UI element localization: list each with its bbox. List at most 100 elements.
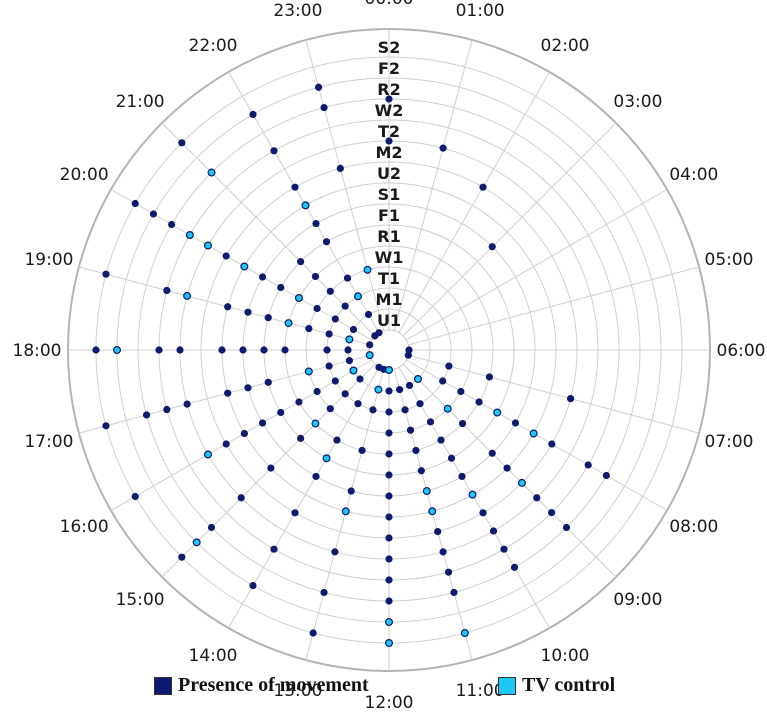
presence-point <box>331 548 339 556</box>
hour-label: 12:00 <box>365 693 414 713</box>
presence-point <box>385 95 393 103</box>
ring-label: F1 <box>378 206 400 225</box>
presence-point <box>485 373 494 381</box>
presence-point <box>385 555 393 563</box>
presence-point <box>354 400 362 408</box>
presence-point <box>479 183 487 191</box>
hour-label: 10:00 <box>541 646 590 666</box>
presence-point <box>344 346 352 354</box>
presence-point <box>260 346 268 354</box>
hour-label: 02:00 <box>541 36 590 56</box>
presence-point <box>237 494 245 502</box>
presence-point <box>385 137 393 145</box>
presence-point <box>222 440 230 448</box>
hour-label: 19:00 <box>24 250 73 270</box>
presence-point <box>240 429 248 438</box>
tv-control-point <box>443 404 452 413</box>
data-points <box>92 83 610 647</box>
presence-point <box>566 395 575 403</box>
presence-point <box>488 243 496 251</box>
presence-point <box>291 183 299 191</box>
tv-control-point <box>240 262 249 271</box>
presence-point <box>331 315 339 323</box>
presence-point <box>356 375 364 383</box>
tv-control-point <box>363 265 372 274</box>
tv-control-point <box>183 291 192 300</box>
hour-label: 07:00 <box>705 432 754 452</box>
presence-point <box>385 576 393 584</box>
ring-label: U1 <box>377 311 401 330</box>
presence-point <box>416 400 424 408</box>
ring-label: T1 <box>378 269 400 288</box>
presence-point <box>142 411 151 419</box>
presence-point <box>412 446 420 455</box>
legend-item-tv-control: TV control <box>498 674 615 697</box>
presence-point <box>341 302 349 310</box>
presence-point <box>385 429 393 437</box>
hour-label: 20:00 <box>60 165 109 185</box>
presence-point <box>270 147 278 155</box>
tv-control-point <box>192 538 201 547</box>
presence-point <box>503 464 511 472</box>
presence-point <box>345 357 353 365</box>
presence-point <box>349 325 358 334</box>
presence-point <box>437 436 445 444</box>
presence-point <box>457 387 465 396</box>
presence-point <box>347 487 355 495</box>
presence-point <box>176 346 184 354</box>
presence-point <box>404 351 412 359</box>
presence-point <box>385 492 393 500</box>
tv-control-point <box>204 241 213 250</box>
tv-control-point <box>493 408 502 417</box>
presence-point <box>264 378 272 386</box>
tv-control-point <box>413 374 422 383</box>
presence-point <box>458 419 467 428</box>
presence-point <box>218 346 226 354</box>
hour-label: 00:00 <box>365 0 414 9</box>
hour-label: 13:00 <box>273 681 322 701</box>
presence-point <box>488 449 496 457</box>
hour-label: 18:00 <box>13 341 62 361</box>
presence-point <box>131 199 139 208</box>
presence-point <box>163 405 171 414</box>
legend-label-presence: Presence of movement <box>178 674 369 696</box>
presence-point <box>224 389 232 397</box>
presence-point <box>385 534 393 542</box>
hour-labels: 00:00 01:00 02:00 03:00 04:00 05:00 06:00 07:00… <box>13 0 766 713</box>
hour-label: 04:00 <box>669 165 718 185</box>
presence-point <box>401 406 409 414</box>
presence-point <box>258 419 267 427</box>
ring-label: M2 <box>375 143 402 162</box>
presence-point <box>341 390 349 398</box>
presence-point <box>364 310 373 319</box>
tv-control-point <box>385 638 394 647</box>
presence-point <box>343 274 352 282</box>
presence-point <box>500 545 508 553</box>
legend-swatch-presence <box>154 676 172 695</box>
tv-control-point <box>354 292 363 301</box>
presence-point <box>309 629 317 637</box>
presence-point <box>168 220 176 229</box>
presence-point <box>445 362 453 370</box>
presence-point <box>315 83 323 91</box>
presence-point <box>439 377 447 385</box>
presence-point <box>320 103 328 112</box>
spoke-03:00 <box>402 122 617 337</box>
tv-control-point <box>345 335 354 344</box>
presence-point <box>369 406 377 414</box>
ring-label: W2 <box>375 101 404 120</box>
presence-point <box>92 346 100 354</box>
presence-point <box>249 581 257 590</box>
ring-label: U2 <box>377 164 401 183</box>
presence-point <box>267 464 275 472</box>
presence-point <box>244 308 252 316</box>
tv-control-point <box>422 487 431 496</box>
presence-point <box>244 384 252 392</box>
presence-point <box>291 509 299 517</box>
tv-control-point <box>341 507 350 516</box>
presence-point <box>183 400 191 408</box>
presence-point <box>270 545 278 553</box>
presence-point <box>439 144 447 152</box>
tv-control-point <box>185 231 194 240</box>
presence-point <box>295 398 303 406</box>
